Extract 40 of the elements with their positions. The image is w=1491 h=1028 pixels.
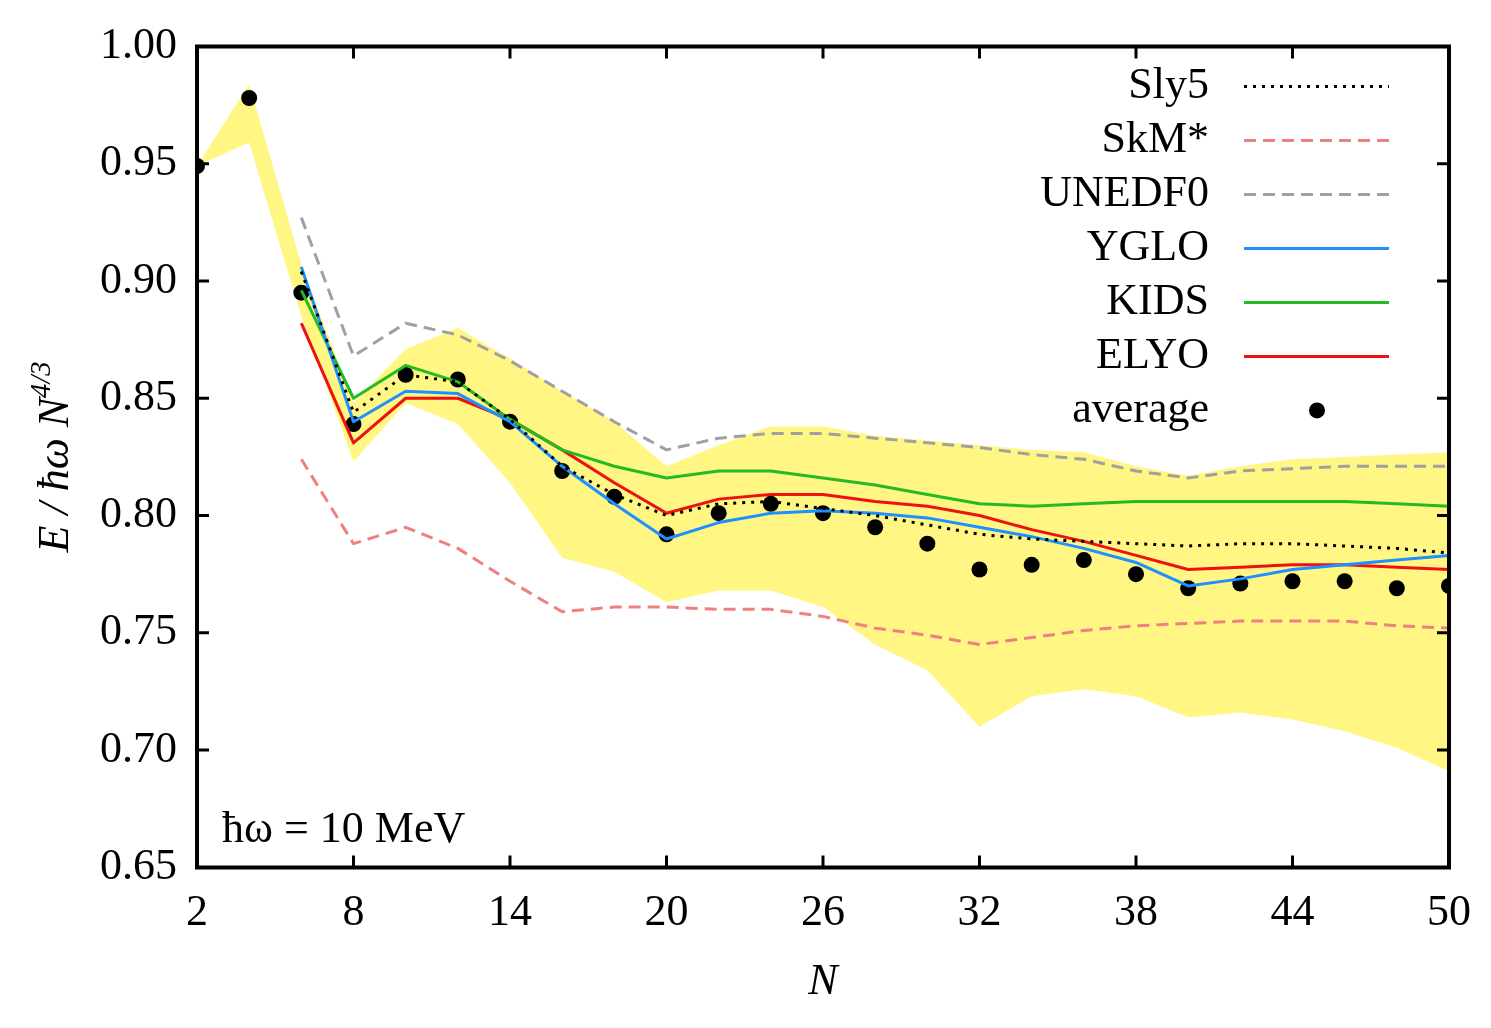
point [762,495,779,512]
point [919,535,936,552]
legend-label: average [1072,382,1209,432]
y-tick-label: 0.65 [100,839,177,889]
x-tick-label: 44 [1270,886,1315,936]
y-tick-label: 0.70 [100,722,177,772]
point [1284,573,1301,590]
x-tick-label: 14 [488,886,532,936]
point [1023,556,1040,573]
x-tick-label: 38 [1114,886,1158,936]
line-series [299,457,1449,647]
point [241,90,258,107]
point [710,505,727,522]
y-tick-label: 1.00 [100,18,177,68]
y-tick-label: 0.95 [100,136,177,186]
y-tick-label: 0.90 [100,253,177,303]
x-axis-title: N [807,955,841,1005]
legend-label: Sly5 [1128,58,1209,108]
point [867,519,884,536]
x-tick-label: 26 [801,886,845,936]
x-tick-label: 32 [957,886,1002,936]
point [971,561,988,578]
point [1336,573,1353,590]
y-tick-label: 0.75 [100,605,177,655]
legend-label: UNEDF0 [1040,166,1209,216]
x-tick-label: 2 [186,886,208,936]
point [1388,580,1405,597]
x-tick-label: 50 [1427,886,1471,936]
y-tick-label: 0.80 [100,488,177,538]
legend-label: ELYO [1096,328,1209,378]
x-tick-label: 20 [644,886,689,936]
y-tick-label: 0.85 [100,370,177,420]
legend-label: YGLO [1086,220,1209,270]
y-axis-title: E / ħω N4/3 [25,361,78,554]
x-tick-label: 8 [342,886,365,936]
point [1075,552,1092,569]
annotation: ħω = 10 MeV [222,802,466,852]
point [1128,566,1144,583]
legend-label: SkM* [1101,112,1209,162]
legend-label: KIDS [1106,274,1209,324]
